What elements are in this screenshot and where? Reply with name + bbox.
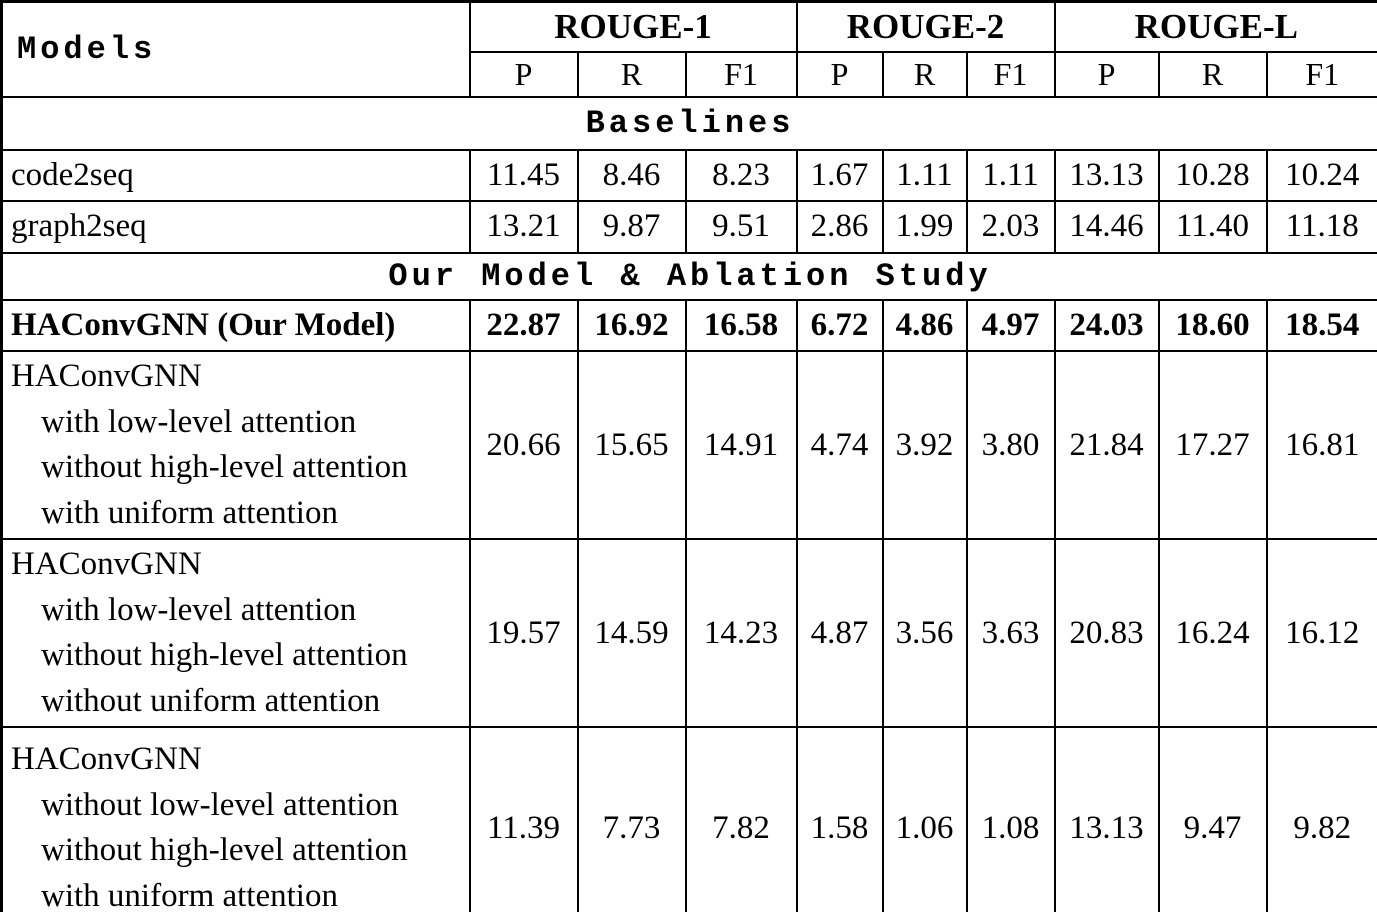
rouge-l-f1-header: F1 — [1265, 50, 1377, 98]
ablation-label-line: HAConvGNN — [11, 358, 202, 395]
metric-cell: 6.72 — [795, 298, 884, 353]
metric-cell: 3.56 — [881, 538, 968, 729]
metric-cell: 14.59 — [576, 538, 687, 729]
metric-cell: 16.58 — [684, 298, 798, 353]
row-label-ablation-2: HAConvGNN with low-level attention witho… — [0, 538, 471, 729]
metric-cell: 1.58 — [795, 726, 884, 912]
metric-cell: 22.87 — [468, 298, 579, 353]
metric-cell: 17.27 — [1157, 350, 1268, 541]
metric-cell: 1.11 — [965, 148, 1056, 203]
ablation-section-header: Our Model & Ablation Study — [0, 251, 1377, 301]
ablation-label-line: without low-level attention — [41, 786, 399, 823]
baselines-section-header: Baselines — [0, 95, 1377, 151]
metric-cell: 14.91 — [684, 350, 798, 541]
ablation-label-line: with low-level attention — [41, 591, 357, 628]
table-row-ablation-1: HAConvGNN with low-level attention witho… — [0, 350, 1377, 541]
metric-cell: 11.40 — [1157, 200, 1268, 254]
metric-cell: 7.82 — [684, 726, 798, 912]
metric-cell: 11.39 — [468, 726, 579, 912]
metric-cell: 19.57 — [468, 538, 579, 729]
metric-cell: 16.92 — [576, 298, 687, 353]
rouge-1-p-header: P — [468, 50, 579, 98]
metric-cell: 21.84 — [1053, 350, 1160, 541]
ablation-label-line: without uniform attention — [41, 682, 381, 719]
metric-cell: 11.18 — [1265, 200, 1377, 254]
ablation-label-line: without high-level attention — [41, 832, 408, 869]
rouge-l-p-header: P — [1053, 50, 1160, 98]
metric-cell: 8.46 — [576, 148, 687, 203]
metric-cell: 4.86 — [881, 298, 968, 353]
metric-cell: 1.99 — [881, 200, 968, 254]
ablation-label-line: with low-level attention — [41, 403, 357, 440]
ablation-label-line: with uniform attention — [41, 877, 338, 912]
metric-cell: 20.83 — [1053, 538, 1160, 729]
metric-cell: 8.23 — [684, 148, 798, 203]
metric-cell: 4.87 — [795, 538, 884, 729]
metric-cell: 3.92 — [881, 350, 968, 541]
metric-cell: 9.87 — [576, 200, 687, 254]
metric-cell: 9.82 — [1265, 726, 1377, 912]
metric-cell: 4.97 — [965, 298, 1056, 353]
metric-cell: 10.28 — [1157, 148, 1268, 203]
metric-cell: 9.47 — [1157, 726, 1268, 912]
metric-cell: 15.65 — [576, 350, 687, 541]
metric-cell: 1.08 — [965, 726, 1056, 912]
metric-cell: 20.66 — [468, 350, 579, 541]
rouge-2-group-header: ROUGE-2 — [795, 0, 1056, 53]
table-row-code2seq: code2seq 11.45 8.46 8.23 1.67 1.11 1.11 … — [0, 148, 1377, 203]
ablation-label-line: without high-level attention — [41, 449, 408, 486]
metric-cell: 11.45 — [468, 148, 579, 203]
metric-cell: 13.13 — [1053, 148, 1160, 203]
metric-cell: 18.54 — [1265, 298, 1377, 353]
rouge-l-group-header: ROUGE-L — [1053, 0, 1377, 53]
metric-cell: 3.63 — [965, 538, 1056, 729]
metric-cell: 13.21 — [468, 200, 579, 254]
metric-cell: 2.86 — [795, 200, 884, 254]
metric-cell: 16.12 — [1265, 538, 1377, 729]
rouge-2-r-header: R — [881, 50, 968, 98]
metric-cell: 18.60 — [1157, 298, 1268, 353]
models-column-header: Models — [0, 0, 471, 98]
metric-cell: 3.80 — [965, 350, 1056, 541]
metric-cell: 16.81 — [1265, 350, 1377, 541]
metric-cell: 14.23 — [684, 538, 798, 729]
metric-cell: 10.24 — [1265, 148, 1377, 203]
header-row-metrics: P R F1 P R F1 P R F1 — [2, 50, 1377, 98]
table-row-haconvgnn-our-model: HAConvGNN (Our Model) 22.87 16.92 16.58 … — [0, 298, 1377, 353]
metric-cell: 7.73 — [576, 726, 687, 912]
header-row-groups: Models ROUGE-1 ROUGE-2 ROUGE-L — [0, 0, 1377, 98]
ablation-label-line: HAConvGNN — [11, 741, 202, 778]
rouge-1-group-header: ROUGE-1 — [468, 0, 798, 53]
rouge-2-p-header: P — [795, 50, 884, 98]
metric-cell: 16.24 — [1157, 538, 1268, 729]
row-label-graph2seq: graph2seq — [0, 200, 471, 254]
table-row-ablation-2: HAConvGNN with low-level attention witho… — [0, 538, 1377, 729]
rouge-2-f1-header: F1 — [965, 50, 1056, 98]
metric-cell: 2.03 — [965, 200, 1056, 254]
section-row-baselines: Baselines — [0, 95, 1377, 151]
metric-cell: 4.74 — [795, 350, 884, 541]
metric-cell: 1.67 — [795, 148, 884, 203]
metric-cell: 9.51 — [684, 200, 798, 254]
row-label-code2seq: code2seq — [0, 148, 471, 203]
section-row-ablation: Our Model & Ablation Study — [0, 251, 1377, 301]
ablation-label-line: without high-level attention — [41, 637, 408, 674]
rouge-1-f1-header: F1 — [684, 50, 798, 98]
metric-cell: 1.11 — [881, 148, 968, 203]
metric-cell: 14.46 — [1053, 200, 1160, 254]
row-label-ablation-1: HAConvGNN with low-level attention witho… — [0, 350, 471, 541]
row-label-ablation-3: HAConvGNN without low-level attention wi… — [0, 726, 471, 912]
table-row-graph2seq: graph2seq 13.21 9.87 9.51 2.86 1.99 2.03… — [0, 200, 1377, 254]
ablation-label-line: HAConvGNN — [11, 546, 202, 583]
ablation-label-line: with uniform attention — [41, 494, 338, 531]
metric-cell: 1.06 — [881, 726, 968, 912]
table-row-ablation-3: HAConvGNN without low-level attention wi… — [0, 726, 1377, 912]
rouge-1-r-header: R — [576, 50, 687, 98]
metric-cell: 13.13 — [1053, 726, 1160, 912]
metric-cell: 24.03 — [1053, 298, 1160, 353]
row-label-haconvgnn-our-model: HAConvGNN (Our Model) — [0, 298, 471, 353]
rouge-l-r-header: R — [1157, 50, 1268, 98]
